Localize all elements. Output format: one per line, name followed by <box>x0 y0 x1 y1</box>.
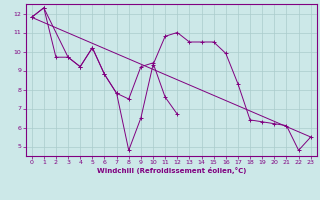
X-axis label: Windchill (Refroidissement éolien,°C): Windchill (Refroidissement éolien,°C) <box>97 167 246 174</box>
